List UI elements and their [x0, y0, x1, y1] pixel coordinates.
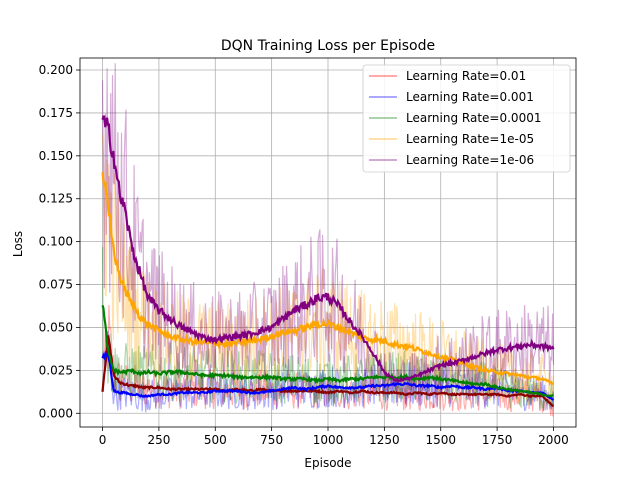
y-tick-label: 0.200 — [39, 63, 73, 77]
legend: Learning Rate=0.01 Learning Rate=0.001 Lea… — [362, 64, 571, 173]
raw-line-series-4 — [101, 63, 555, 407]
smoothed-line-series-4 — [101, 115, 555, 384]
y-tick-label: 0.000 — [39, 406, 73, 420]
smoothed-series-group — [101, 115, 555, 408]
y-axis-label: Loss — [11, 231, 25, 257]
legend-label: Learning Rate=1e-06 — [406, 153, 534, 167]
y-tick-label: 0.075 — [39, 278, 73, 292]
x-tick-label: 500 — [204, 433, 227, 447]
y-axis-ticks: 0.000 0.025 0.050 0.075 0.100 0.125 0.150 0.175… — [39, 63, 80, 420]
raw-series-group — [101, 63, 555, 417]
x-tick-label: 2000 — [538, 433, 569, 447]
smoothed-line-series-0 — [101, 335, 555, 408]
x-tick-label: 750 — [260, 433, 283, 447]
x-axis-label: Episode — [304, 456, 351, 470]
raw-line-series-3 — [101, 134, 555, 405]
x-tick-label: 1500 — [425, 433, 456, 447]
smoothed-line-series-3 — [101, 172, 555, 385]
y-tick-label: 0.125 — [39, 192, 73, 206]
smoothed-line-series-1 — [101, 348, 555, 401]
x-axis-ticks: 0 250 500 750 1000 1250 1500 1750 2000 — [99, 427, 569, 447]
y-tick-label: 0.050 — [39, 320, 73, 334]
y-tick-label: 0.150 — [39, 149, 73, 163]
legend-label: Learning Rate=0.01 — [406, 69, 526, 83]
smoothed-line-series-2 — [101, 304, 554, 398]
legend-box — [362, 64, 571, 173]
raw-line-series-2 — [101, 246, 555, 411]
x-tick-label: 0 — [99, 433, 107, 447]
x-tick-label: 1250 — [369, 433, 400, 447]
legend-label: Learning Rate=0.001 — [406, 90, 534, 104]
x-tick-label: 1000 — [313, 433, 344, 447]
raw-line-series-0 — [101, 304, 555, 417]
x-tick-label: 250 — [147, 433, 170, 447]
x-tick-label: 1750 — [482, 433, 513, 447]
y-tick-label: 0.175 — [39, 106, 73, 120]
legend-label: Learning Rate=1e-05 — [406, 132, 534, 146]
y-tick-label: 0.025 — [39, 363, 73, 377]
chart-title: DQN Training Loss per Episode — [221, 38, 435, 54]
legend-label: Learning Rate=0.0001 — [406, 111, 541, 125]
y-tick-label: 0.100 — [39, 235, 73, 249]
